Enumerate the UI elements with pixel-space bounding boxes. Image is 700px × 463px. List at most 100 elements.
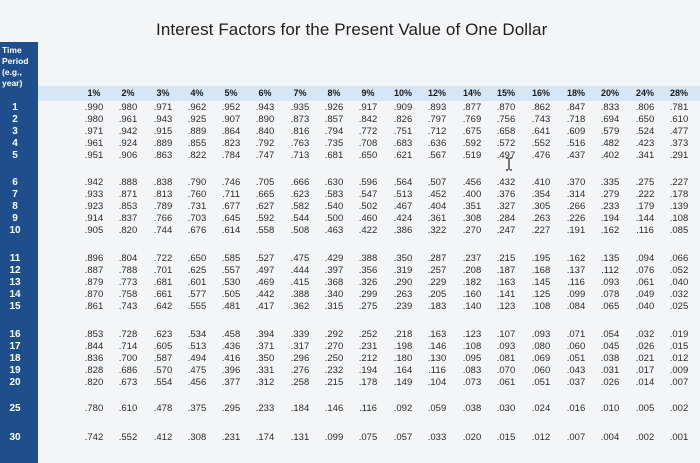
- factor-cell: .099: [324, 432, 344, 443]
- factor-cell: .826: [393, 114, 413, 125]
- factor-cell: .229: [427, 277, 447, 288]
- factor-cell: .794: [324, 126, 344, 137]
- factor-cell: .889: [187, 126, 207, 137]
- factor-cell: .555: [187, 301, 207, 312]
- factor-cell: .914: [84, 213, 104, 224]
- factor-cell: .896: [84, 253, 104, 264]
- factor-cell: .038: [600, 353, 620, 364]
- factor-cell: .108: [669, 213, 689, 224]
- factor-cell: .971: [84, 126, 104, 137]
- factor-cell: .351: [462, 201, 482, 212]
- factor-cell: .513: [393, 189, 413, 200]
- factor-cell: .025: [669, 301, 689, 312]
- factor-cell: .681: [324, 150, 344, 161]
- factor-cell: .164: [393, 365, 413, 376]
- factor-cell: .552: [118, 432, 138, 443]
- factor-cell: .469: [255, 277, 275, 288]
- page-title: Interest Factors for the Present Value o…: [156, 20, 548, 39]
- factor-cell: .596: [358, 177, 378, 188]
- factor-cell: .570: [153, 365, 173, 376]
- rate-header: 9%: [361, 88, 375, 98]
- rate-header: 1%: [87, 88, 101, 98]
- factor-cell: .208: [462, 265, 482, 276]
- factor-cell: .305: [531, 201, 551, 212]
- factor-cell: .458: [221, 329, 241, 340]
- period-label: 10: [9, 225, 21, 236]
- factor-cell: .833: [600, 102, 620, 113]
- factor-cell: .075: [358, 432, 378, 443]
- factor-cell: .481: [221, 301, 241, 312]
- period-sidebar: [0, 42, 38, 463]
- factor-cell: .686: [118, 365, 138, 376]
- factor-cell: .816: [290, 126, 310, 137]
- factor-cell: .218: [393, 329, 413, 340]
- factor-cell: .295: [221, 403, 241, 414]
- factor-cell: .239: [393, 301, 413, 312]
- factor-cell: .905: [84, 225, 104, 236]
- factor-cell: .844: [84, 341, 104, 352]
- factor-cell: .416: [221, 353, 241, 364]
- factor-cell: .822: [187, 150, 207, 161]
- factor-cell: .308: [462, 213, 482, 224]
- factor-cell: .183: [427, 301, 447, 312]
- factor-cell: .030: [496, 403, 516, 414]
- factor-cell: .558: [255, 225, 275, 236]
- factor-cell: .270: [462, 225, 482, 236]
- factor-cell: .943: [255, 102, 275, 113]
- factor-cell: .742: [84, 432, 104, 443]
- factor-cell: .356: [358, 265, 378, 276]
- factor-cell: .735: [324, 138, 344, 149]
- factor-cell: .232: [324, 365, 344, 376]
- factor-cell: .423: [635, 138, 655, 149]
- factor-cell: .855: [187, 138, 207, 149]
- factor-cell: .257: [427, 265, 447, 276]
- factor-cell: .335: [600, 177, 620, 188]
- period-label: 20: [9, 377, 21, 388]
- factor-cell: .085: [669, 225, 689, 236]
- factor-cell: .497: [255, 265, 275, 276]
- factor-cell: .339: [290, 329, 310, 340]
- factor-cell: .052: [669, 265, 689, 276]
- factor-cell: .837: [118, 213, 138, 224]
- factor-cell: .888: [118, 177, 138, 188]
- factor-cell: .247: [496, 225, 516, 236]
- factor-cell: .700: [118, 353, 138, 364]
- rate-header: 6%: [258, 88, 272, 98]
- factor-cell: .163: [427, 329, 447, 340]
- factor-cell: .071: [566, 329, 586, 340]
- factor-cell: .925: [187, 114, 207, 125]
- factor-cell: .095: [462, 353, 482, 364]
- factor-cell: .429: [324, 253, 344, 264]
- factor-cell: .781: [669, 102, 689, 113]
- factor-cell: .312: [255, 377, 275, 388]
- factor-cell: .460: [358, 213, 378, 224]
- factor-cell: .032: [635, 329, 655, 340]
- factor-cell: .093: [600, 277, 620, 288]
- factor-cell: .033: [427, 432, 447, 443]
- factor-cell: .400: [462, 189, 482, 200]
- factor-cell: .073: [462, 377, 482, 388]
- factor-cell: .266: [566, 201, 586, 212]
- factor-cell: .424: [393, 213, 413, 224]
- factor-cell: .432: [496, 177, 516, 188]
- factor-cell: .108: [531, 301, 551, 312]
- factor-cell: .863: [153, 150, 173, 161]
- factor-cell: .045: [600, 341, 620, 352]
- factor-cell: .195: [531, 253, 551, 264]
- factor-cell: .099: [566, 289, 586, 300]
- factor-cell: .971: [153, 102, 173, 113]
- factor-cell: .564: [393, 177, 413, 188]
- factor-cell: .001: [669, 432, 689, 443]
- factor-cell: .007: [566, 432, 586, 443]
- factor-cell: .760: [187, 189, 207, 200]
- period-label: 18: [9, 353, 21, 364]
- factor-cell: .703: [187, 213, 207, 224]
- factor-cell: .233: [255, 403, 275, 414]
- factor-cell: .061: [496, 377, 516, 388]
- factor-cell: .475: [290, 253, 310, 264]
- factor-cell: .205: [427, 289, 447, 300]
- factor-cell: .780: [84, 403, 104, 414]
- factor-cell: .728: [118, 329, 138, 340]
- factor-cell: .341: [635, 150, 655, 161]
- factor-cell: .456: [187, 377, 207, 388]
